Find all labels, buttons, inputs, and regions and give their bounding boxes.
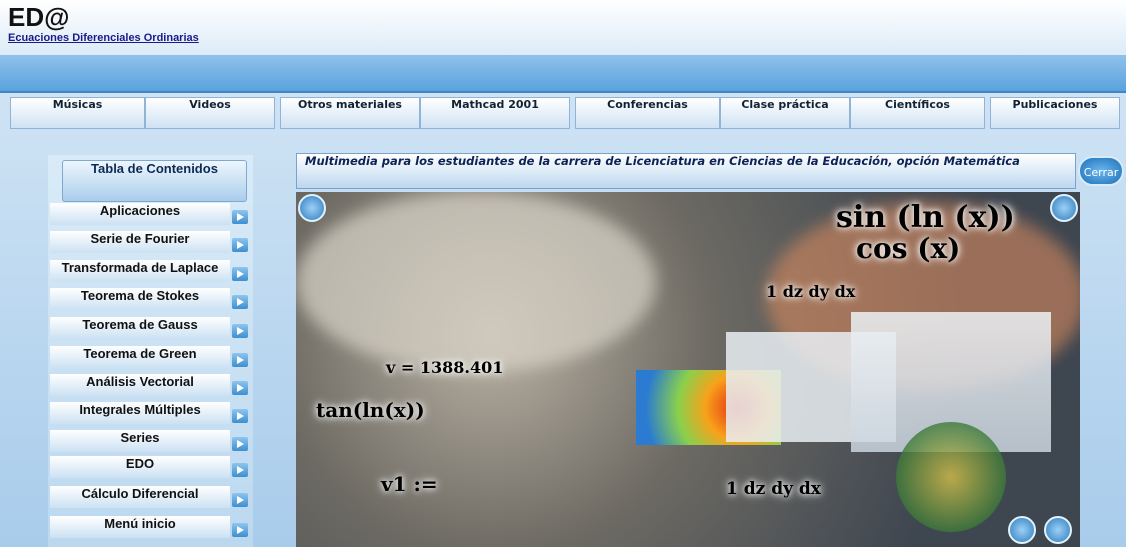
sidebar-title: Tabla de Contenidos	[62, 160, 247, 202]
formula-text: sin (ln (x))	[836, 200, 1015, 235]
arrow-icon[interactable]	[232, 437, 248, 451]
arrow-icon[interactable]	[232, 353, 248, 367]
close-button[interactable]: Cerrar	[1078, 156, 1124, 186]
sidebar-item[interactable]: Integrales Múltiples	[50, 402, 230, 424]
nav-tab[interactable]: Otros materiales	[280, 97, 420, 129]
formula-text: 1 dz dy dx	[726, 479, 821, 499]
site-title: ED@	[8, 2, 70, 32]
formula-text: tan(ln(x))	[316, 398, 425, 422]
arrow-icon[interactable]	[232, 523, 248, 537]
nav-tab[interactable]: Clase práctica	[720, 97, 850, 129]
formula-text: v1 :=	[381, 472, 438, 496]
top-bar	[0, 55, 1126, 93]
arrow-icon[interactable]	[232, 324, 248, 338]
formula-text: 1 dz dy dx	[766, 282, 856, 301]
nav-tab[interactable]: Músicas	[10, 97, 145, 129]
sidebar-item[interactable]: Teorema de Gauss	[50, 317, 230, 339]
site-subtitle[interactable]: Ecuaciones Diferenciales Ordinarias	[8, 32, 199, 44]
sidebar-item[interactable]: Aplicaciones	[50, 203, 230, 225]
image-collage: sin (ln (x)) cos (x) v = 1388.401 1 dz dy d…	[296, 192, 1080, 547]
arrow-icon[interactable]	[232, 463, 248, 477]
decoration	[296, 192, 656, 372]
sidebar-item[interactable]: Teorema de Green	[50, 346, 230, 368]
sidebar-item[interactable]: Serie de Fourier	[50, 231, 230, 253]
arrow-icon[interactable]	[232, 409, 248, 423]
arrow-icon[interactable]	[232, 493, 248, 507]
sidebar-item[interactable]: Análisis Vectorial	[50, 374, 230, 396]
arrow-icon[interactable]	[232, 210, 248, 224]
emblem-image	[896, 422, 1006, 532]
sidebar-item[interactable]: Series	[50, 430, 230, 452]
nav-tab[interactable]: Publicaciones	[990, 97, 1120, 129]
previous-button[interactable]	[1008, 516, 1036, 544]
formula-text: v = 1388.401	[386, 358, 504, 377]
sidebar-item[interactable]: Cálculo Diferencial	[50, 486, 230, 508]
formula-text: cos (x)	[856, 232, 961, 265]
nav-tab[interactable]: Videos	[145, 97, 275, 129]
header: ED@ Ecuaciones Diferenciales Ordinarias	[0, 0, 1126, 55]
collage-button[interactable]	[298, 194, 326, 222]
next-button[interactable]	[1044, 516, 1072, 544]
sidebar-item[interactable]: Teorema de Stokes	[50, 288, 230, 310]
nav-tab[interactable]: Conferencias	[575, 97, 720, 129]
sidebar-item[interactable]: Transformada de Laplace	[50, 260, 230, 282]
collage-button[interactable]	[1050, 194, 1078, 222]
banner: Multimedia para los estudiantes de la ca…	[296, 153, 1076, 189]
nav-tab[interactable]: Mathcad 2001	[420, 97, 570, 129]
sidebar-item[interactable]: Menú inicio	[50, 516, 230, 538]
arrow-icon[interactable]	[232, 381, 248, 395]
sidebar-item[interactable]: EDO	[50, 456, 230, 478]
arrow-icon[interactable]	[232, 295, 248, 309]
arrow-icon[interactable]	[232, 238, 248, 252]
arrow-icon[interactable]	[232, 267, 248, 281]
nav-tab[interactable]: Científicos	[850, 97, 985, 129]
